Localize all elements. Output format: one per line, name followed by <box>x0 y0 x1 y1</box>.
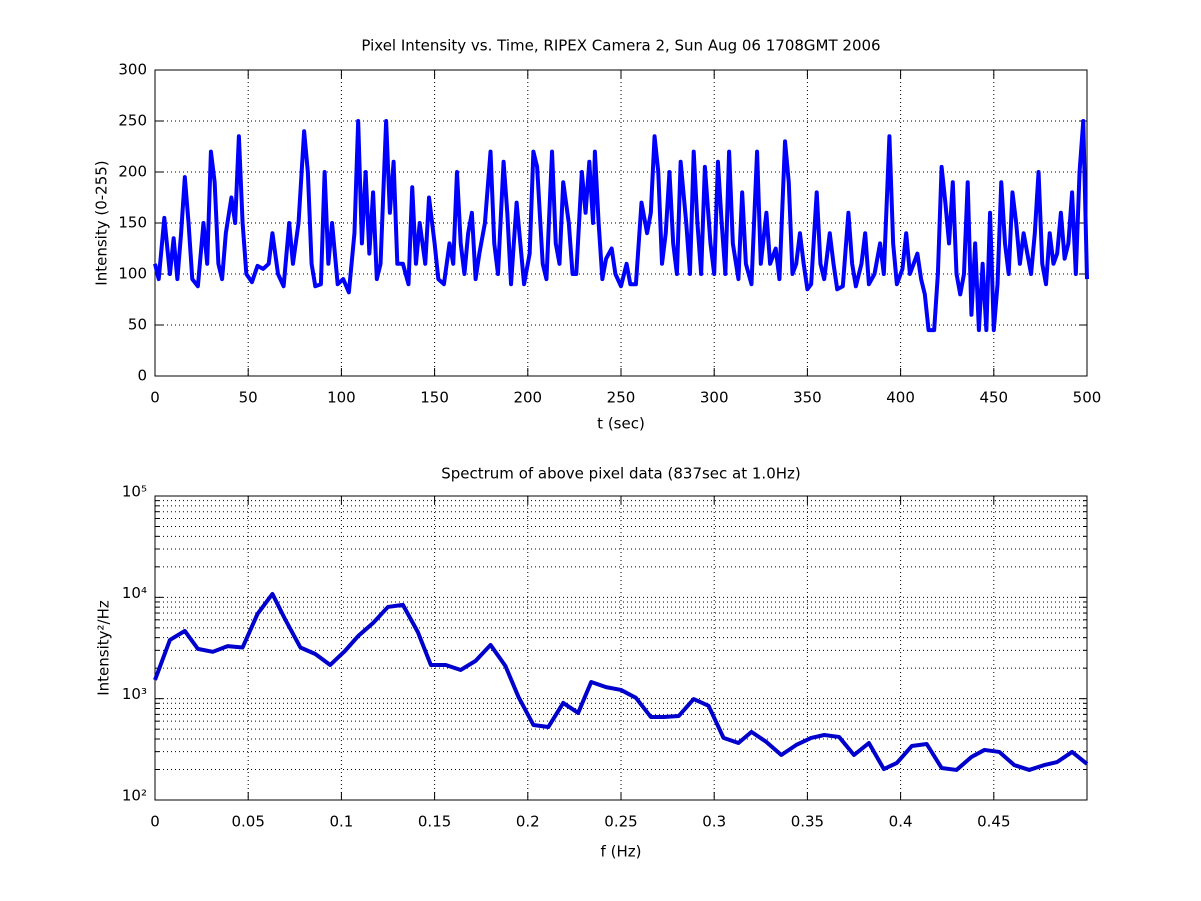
x-tick-label: 500 <box>1073 389 1102 407</box>
x-tick-label: 400 <box>886 389 915 407</box>
y-tick-label: 100 <box>118 265 147 283</box>
x-tick-label: 0.1 <box>329 813 353 831</box>
x-tick-label: 0 <box>150 389 160 407</box>
y-axis-label: Intensity²/Hz <box>95 600 113 696</box>
y-tick-label: 50 <box>128 316 147 334</box>
x-tick-label: 0.4 <box>889 813 913 831</box>
x-tick-label: 350 <box>793 389 822 407</box>
y-tick-label: 10³ <box>122 685 147 703</box>
x-tick-label: 300 <box>700 389 729 407</box>
x-tick-label: 50 <box>239 389 258 407</box>
x-tick-label: 0.05 <box>231 813 264 831</box>
x-tick-label: 0.45 <box>977 813 1010 831</box>
x-tick-label: 200 <box>513 389 542 407</box>
x-tick-label: 0.3 <box>702 813 726 831</box>
x-tick-label: 450 <box>979 389 1008 407</box>
x-tick-label: 0.15 <box>418 813 451 831</box>
y-tick-label: 10⁴ <box>122 584 147 602</box>
x-tick-label: 250 <box>607 389 636 407</box>
x-tick-label: 0 <box>150 813 160 831</box>
x-tick-label: 100 <box>327 389 356 407</box>
y-tick-label: 250 <box>118 112 147 130</box>
y-tick-label: 0 <box>137 367 147 385</box>
y-tick-label: 150 <box>118 214 147 232</box>
x-tick-label: 150 <box>420 389 449 407</box>
y-tick-label: 200 <box>118 163 147 181</box>
x-axis-label: t (sec) <box>597 415 645 433</box>
data-line <box>153 119 1089 333</box>
y-tick-label: 10⁵ <box>122 483 147 501</box>
plot-frame <box>154 495 1088 801</box>
y-tick-label: 300 <box>118 61 147 79</box>
x-tick-label: 0.25 <box>604 813 637 831</box>
chart-title: Pixel Intensity vs. Time, RIPEX Camera 2… <box>361 37 880 55</box>
x-axis-label: f (Hz) <box>601 843 642 861</box>
data-line <box>153 591 1089 772</box>
chart-title: Spectrum of above pixel data (837sec at … <box>441 465 801 483</box>
y-axis-label: Intensity (0-255) <box>93 160 111 285</box>
y-tick-label: 10² <box>122 787 147 805</box>
x-tick-label: 0.35 <box>791 813 824 831</box>
x-tick-label: 0.2 <box>516 813 540 831</box>
